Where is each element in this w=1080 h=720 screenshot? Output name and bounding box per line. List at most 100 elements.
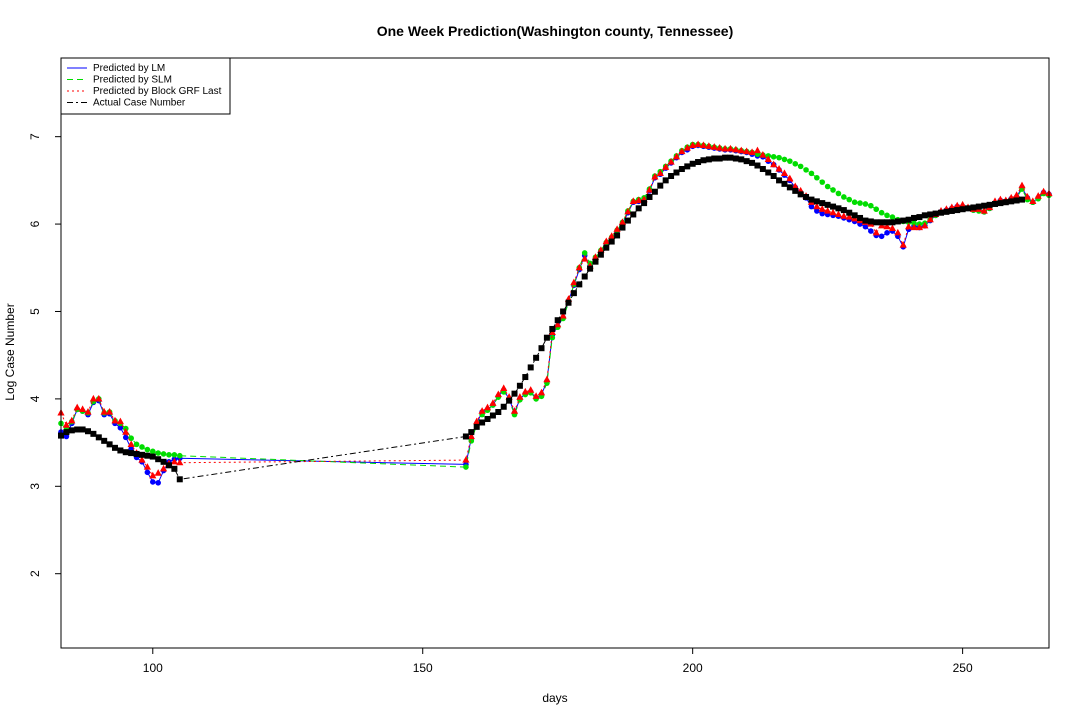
y-axis-label: Log Case Number: [3, 303, 17, 400]
data-point: [581, 250, 588, 256]
data-point: [144, 452, 151, 459]
data-point: [1023, 192, 1032, 200]
data-point: [1008, 198, 1015, 205]
data-point: [759, 151, 767, 158]
data-point: [732, 145, 740, 153]
data-point: [516, 382, 523, 389]
data-point: [624, 207, 632, 215]
data-point: [138, 456, 146, 463]
legend-entry: Predicted by LM: [93, 63, 165, 74]
data-point: [814, 174, 820, 181]
data-point: [749, 159, 756, 166]
chart-title: One Week Prediction(Washington county, T…: [377, 23, 734, 39]
data-point: [705, 156, 712, 163]
data-point: [105, 408, 114, 415]
data-point: [662, 163, 670, 170]
data-point: [79, 426, 86, 433]
data-point: [463, 464, 469, 470]
data-point: [889, 219, 896, 226]
data-point: [484, 415, 491, 422]
data-point: [915, 223, 924, 231]
data-point: [862, 217, 869, 224]
data-point: [651, 188, 658, 195]
data-point: [468, 429, 475, 436]
data-point: [522, 374, 529, 381]
data-point: [149, 471, 157, 479]
axes-layer: 100 150 200 250 2 3 4 5 6 7: [28, 133, 973, 675]
data-point: [910, 223, 918, 231]
data-point: [824, 206, 832, 214]
data-point: [165, 462, 172, 469]
data-point: [841, 194, 847, 200]
data-point: [835, 190, 842, 197]
data-point: [581, 255, 589, 262]
data-point: [467, 432, 475, 440]
plot-frame: [60, 57, 1050, 649]
data-point: [527, 364, 534, 371]
data-point: [1029, 197, 1037, 204]
data-point: [111, 444, 118, 451]
data-point: [695, 159, 702, 166]
data-point: [122, 449, 129, 456]
data-point: [921, 212, 928, 219]
data-point: [710, 143, 718, 150]
data-point: [74, 426, 81, 433]
data-point: [857, 200, 863, 206]
data-point: [532, 392, 540, 399]
data-point: [689, 160, 696, 167]
data-point: [656, 169, 664, 176]
data-point: [128, 435, 134, 442]
data-point: [938, 209, 945, 216]
data-point: [684, 163, 691, 170]
data-point: [846, 196, 853, 203]
data-point: [618, 218, 627, 225]
data-point: [732, 155, 739, 162]
data-point: [473, 423, 480, 430]
data-point: [857, 214, 864, 221]
data-point: [614, 232, 621, 239]
data-point: [905, 216, 912, 223]
data-point: [813, 198, 820, 205]
data-point: [911, 214, 918, 221]
data-point: [716, 144, 724, 151]
data-point: [89, 394, 97, 402]
data-point: [629, 197, 637, 204]
data-point: [602, 237, 610, 245]
data-point: [565, 299, 572, 306]
data-point: [560, 308, 567, 315]
data-point: [500, 384, 508, 391]
data-point: [149, 448, 156, 455]
data-point: [128, 450, 135, 457]
data-point: [667, 158, 675, 165]
x-axis-label: days: [542, 691, 567, 705]
data-point: [549, 325, 556, 332]
data-point: [645, 185, 654, 193]
data-point: [171, 452, 178, 458]
data-point: [1034, 192, 1042, 199]
data-point: [781, 180, 788, 187]
data-point: [117, 424, 124, 431]
data-point: [738, 156, 745, 163]
data-point: [851, 199, 858, 206]
data-point: [138, 451, 145, 458]
data-point: [834, 210, 843, 218]
data-point: [808, 170, 815, 177]
data-point: [873, 206, 880, 213]
x-tick-label: 100: [143, 661, 163, 675]
data-point: [787, 158, 793, 164]
y-tick-label: 6: [28, 220, 42, 227]
data-point: [478, 407, 486, 414]
data-point: [753, 146, 762, 154]
data-point: [570, 290, 577, 297]
data-point: [981, 202, 988, 209]
data-point: [176, 452, 183, 459]
data-point: [489, 412, 496, 419]
data-point: [888, 224, 897, 232]
data-point: [533, 354, 540, 361]
data-point: [884, 212, 890, 219]
data-point: [824, 201, 831, 208]
data-point: [737, 146, 745, 154]
data-point: [592, 258, 599, 265]
data-point: [63, 429, 70, 436]
